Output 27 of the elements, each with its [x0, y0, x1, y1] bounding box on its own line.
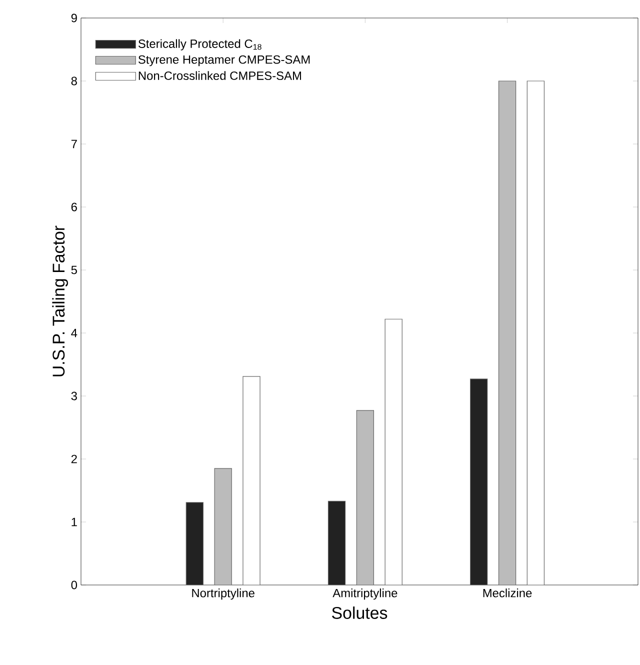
- y-tick-label: 1: [72, 518, 77, 526]
- y-tick-label: 6: [71, 202, 77, 212]
- y-tick-label: 5: [71, 266, 77, 274]
- y-tick-label: 0: [71, 580, 78, 590]
- bar: [526, 80, 545, 585]
- x-tick-label: Amitriptyline: [332, 588, 398, 600]
- bar: [470, 378, 488, 585]
- x-axis-title: Solutes: [332, 606, 388, 619]
- legend-label: Non-Crosslinked CMPES-SAM: [138, 71, 301, 80]
- y-axis-title: U.S.P. Tailing Factor: [52, 226, 68, 376]
- bar: [214, 468, 232, 585]
- legend-label: Sterically Protected C$_{18}$: [138, 39, 262, 50]
- y-tick-label: 4: [71, 328, 78, 338]
- y-tick-label: 9: [71, 14, 77, 22]
- y-tick-label: 8: [71, 76, 77, 86]
- y-tick-label: 3: [71, 392, 77, 400]
- bar: [186, 502, 204, 585]
- y-tick-label: 2: [71, 454, 77, 464]
- x-tick-label: Nortriptyline: [192, 588, 254, 600]
- bar: [384, 318, 402, 585]
- y-tick-label: 7: [71, 140, 77, 148]
- bar: [498, 80, 516, 585]
- x-tick-label: Meclizine: [483, 588, 532, 598]
- legend-label: Styrene Heptamer CMPES-SAM: [138, 55, 310, 66]
- bar: [242, 376, 260, 585]
- bar: [328, 500, 346, 585]
- bar: [356, 410, 374, 585]
